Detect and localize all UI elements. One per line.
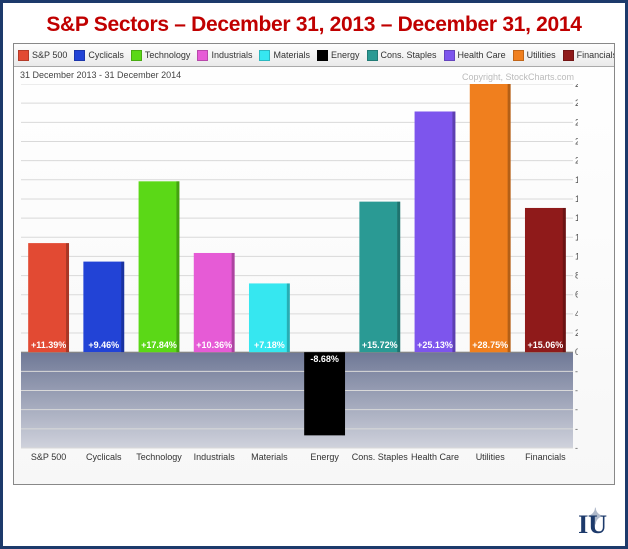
svg-text:Industrials: Industrials (194, 452, 236, 462)
legend-bar: S&P 500 Cyclicals Technology Industrials Mat… (14, 44, 614, 67)
legend-label: Cons. Staples (381, 50, 437, 60)
legend-label: Cyclicals (88, 50, 124, 60)
legend-swatch (367, 50, 378, 61)
svg-text:+25.13%: +25.13% (417, 340, 453, 350)
svg-text:Financials: Financials (525, 452, 566, 462)
svg-text:+7.18%: +7.18% (254, 340, 285, 350)
legend-item: Technology (131, 50, 191, 61)
legend-item: Materials (259, 50, 310, 61)
svg-text:-4.0%: -4.0% (575, 386, 578, 396)
legend-label: Financials (577, 50, 614, 60)
legend-item: Cyclicals (74, 50, 124, 61)
svg-text:16.0%: 16.0% (575, 194, 578, 204)
svg-text:18.0%: 18.0% (575, 175, 578, 185)
legend-swatch (74, 50, 85, 61)
svg-text:+28.75%: +28.75% (472, 340, 508, 350)
svg-text:8.0%: 8.0% (575, 271, 578, 281)
svg-text:2.0%: 2.0% (575, 328, 578, 338)
legend-item: Cons. Staples (367, 50, 437, 61)
legend-item: Energy (317, 50, 360, 61)
svg-text:-10.0%: -10.0% (575, 443, 578, 453)
svg-text:24.0%: 24.0% (575, 117, 578, 127)
chart-frame: S&P Sectors – December 31, 2013 – Decemb… (0, 0, 628, 549)
svg-text:0.0%: 0.0% (575, 347, 578, 357)
logo-ghost-icon: ✦ (586, 504, 604, 530)
svg-text:10.0%: 10.0% (575, 251, 578, 261)
legend-swatch (259, 50, 270, 61)
legend-item: Financials (563, 50, 614, 61)
svg-text:14.0%: 14.0% (575, 213, 578, 223)
svg-text:12.0%: 12.0% (575, 232, 578, 242)
svg-text:-8.0%: -8.0% (575, 424, 578, 434)
chart-container: S&P 500 Cyclicals Technology Industrials Mat… (13, 43, 615, 485)
svg-text:6.0%: 6.0% (575, 290, 578, 300)
legend-item: S&P 500 (18, 50, 67, 61)
legend-label: Energy (331, 50, 360, 60)
copyright-text: Copyright, StockCharts.com (462, 72, 574, 82)
svg-text:+9.46%: +9.46% (88, 340, 119, 350)
legend-swatch (444, 50, 455, 61)
legend-swatch (197, 50, 208, 61)
plot-area: -10.0% -8.0% -6.0% -4.0% -2.0% 0.0% 2.0% 4.0% 6.… (20, 84, 578, 464)
legend-item: Health Care (444, 50, 506, 61)
svg-text:Cons. Staples: Cons. Staples (352, 452, 409, 462)
svg-text:S&P 500: S&P 500 (31, 452, 66, 462)
legend-label: S&P 500 (32, 50, 67, 60)
legend-label: Industrials (211, 50, 252, 60)
svg-text:-2.0%: -2.0% (575, 366, 578, 376)
svg-text:+15.06%: +15.06% (528, 340, 564, 350)
svg-text:Cyclicals: Cyclicals (86, 452, 122, 462)
chart-title: S&P Sectors – December 31, 2013 – Decemb… (13, 13, 615, 37)
svg-text:Health Care: Health Care (411, 452, 459, 462)
svg-text:+17.84%: +17.84% (141, 340, 177, 350)
legend-label: Technology (145, 50, 191, 60)
svg-text:+10.36%: +10.36% (196, 340, 232, 350)
svg-text:-8.68%: -8.68% (310, 354, 339, 364)
legend-label: Health Care (458, 50, 506, 60)
legend-swatch (563, 50, 574, 61)
legend-label: Materials (273, 50, 310, 60)
svg-text:22.0%: 22.0% (575, 136, 578, 146)
logo: ✦ IU (578, 510, 607, 540)
svg-text:4.0%: 4.0% (575, 309, 578, 319)
svg-text:Materials: Materials (251, 452, 288, 462)
legend-swatch (18, 50, 29, 61)
legend-item: Industrials (197, 50, 252, 61)
svg-text:+11.39%: +11.39% (31, 340, 66, 350)
legend-label: Utilities (527, 50, 556, 60)
legend-swatch (131, 50, 142, 61)
svg-text:Technology: Technology (136, 452, 182, 462)
legend-swatch (317, 50, 328, 61)
svg-text:+15.72%: +15.72% (362, 340, 398, 350)
svg-text:28.0%: 28.0% (575, 84, 578, 89)
chart-svg: -10.0% -8.0% -6.0% -4.0% -2.0% 0.0% 2.0% 4.0% 6.… (20, 84, 578, 464)
legend-item: Utilities (513, 50, 556, 61)
svg-text:-6.0%: -6.0% (575, 405, 578, 415)
svg-text:20.0%: 20.0% (575, 156, 578, 166)
svg-text:Utilities: Utilities (476, 452, 506, 462)
legend-swatch (513, 50, 524, 61)
svg-text:26.0%: 26.0% (575, 98, 578, 108)
svg-text:Energy: Energy (310, 452, 339, 462)
